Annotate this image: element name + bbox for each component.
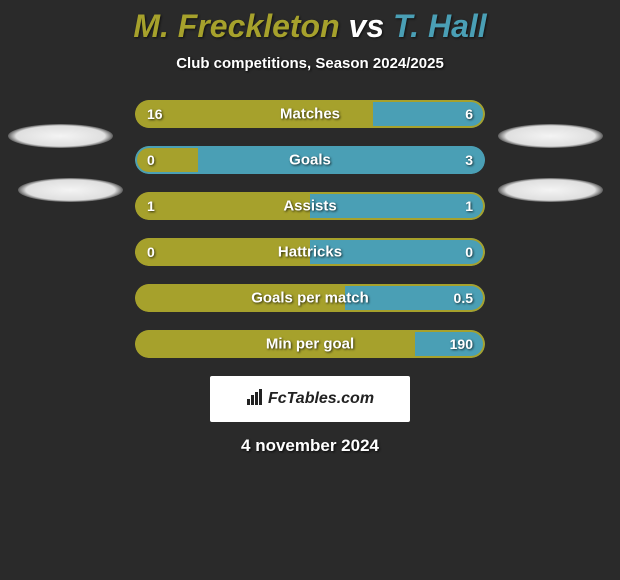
stat-row: 166Matches: [135, 100, 485, 128]
chart-icon: [246, 389, 264, 410]
branding-label: FcTables.com: [268, 390, 374, 408]
stats-list: 166Matches 03Goals 11Assists 00Hattricks 0.5…: [0, 100, 620, 358]
player2-name: T. Hall: [393, 8, 487, 44]
stat-label: Min per goal: [135, 336, 485, 353]
stat-label: Hattricks: [135, 244, 485, 261]
branding-text: FcTables.com: [246, 389, 374, 410]
stat-label: Matches: [135, 106, 485, 123]
date-text: 4 november 2024: [0, 436, 620, 456]
stat-row: 03Goals: [135, 146, 485, 174]
stat-label: Goals per match: [135, 290, 485, 307]
player1-name: M. Freckleton: [133, 8, 339, 44]
stat-label: Assists: [135, 198, 485, 215]
stat-row: 0.5Goals per match: [135, 284, 485, 312]
subtitle: Club competitions, Season 2024/2025: [0, 55, 620, 72]
branding-badge: FcTables.com: [210, 376, 410, 422]
stat-row: 190Min per goal: [135, 330, 485, 358]
stat-label: Goals: [135, 152, 485, 169]
page-title: M. Freckleton vs T. Hall: [0, 0, 620, 45]
stat-row: 11Assists: [135, 192, 485, 220]
stat-row: 00Hattricks: [135, 238, 485, 266]
chart-container: M. Freckleton vs T. Hall Club competitio…: [0, 0, 620, 580]
vs-text: vs: [349, 8, 385, 44]
